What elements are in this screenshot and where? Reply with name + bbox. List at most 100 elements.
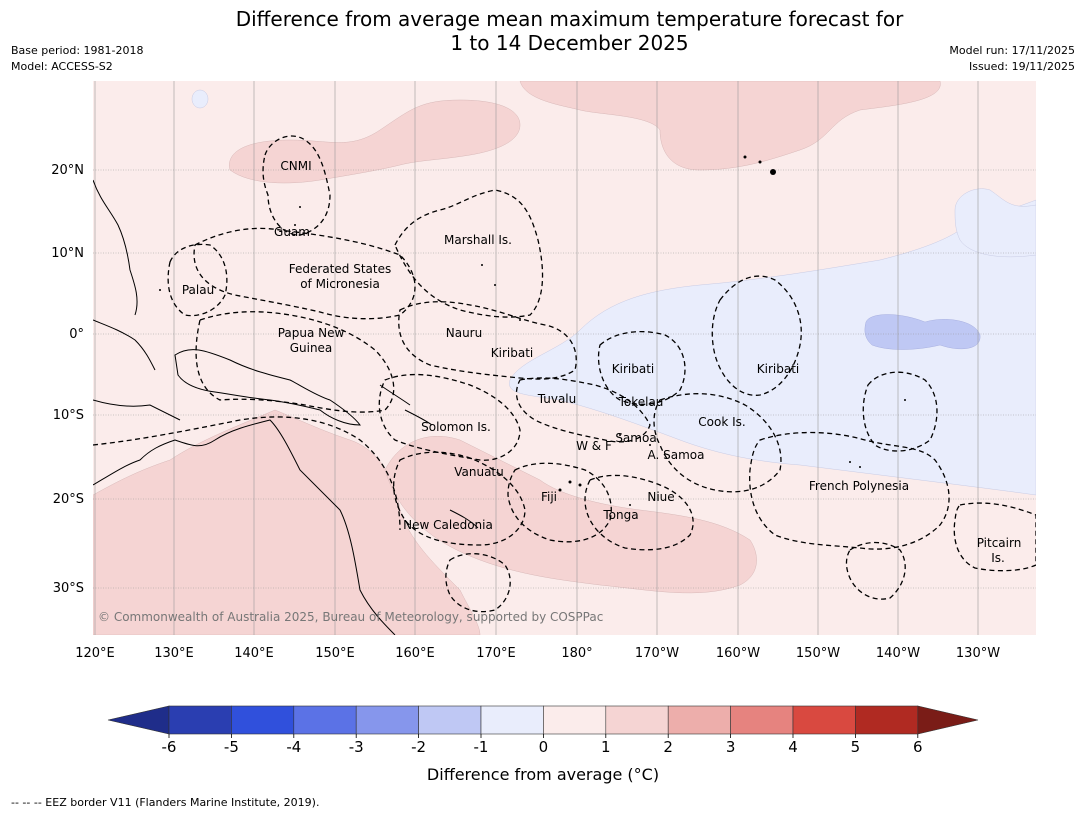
eez-png (195, 311, 395, 413)
region-label: of Micronesia (300, 277, 380, 291)
meta-left: Base period: 1981-2018 Model: ACCESS-S2 (11, 43, 143, 75)
copyright-notice: © Commonwealth of Australia 2025, Bureau… (98, 610, 603, 624)
map-panel: CNMI Guam Marshall Is. Palau Federated State… (93, 81, 1036, 635)
colorbar: -6 -5 -4 -3 -2 -1 0 1 2 3 4 5 6 (107, 705, 979, 756)
model-run: Model run: 17/11/2025 (949, 44, 1075, 57)
eez-tuvalu-tokelau (515, 377, 651, 443)
anomaly-minus-1-to-0-region (509, 199, 1036, 496)
colorbar-segment (605, 705, 669, 735)
eez-cnmi (262, 135, 331, 236)
lat-tick-label: 10°S (53, 408, 84, 423)
colorbar-label: Difference from average (°C) (427, 765, 659, 784)
model-name: Model: ACCESS-S2 (11, 60, 113, 73)
eez-marshall (394, 189, 544, 318)
colorbar-tick-label: -6 (162, 738, 177, 756)
eez-tonga-niue (584, 474, 694, 551)
lon-tick-label: 150°W (796, 646, 840, 661)
eez-french-polynesia (749, 431, 950, 550)
region-label: Tuvalu (537, 392, 577, 406)
colorbar-tick-label: 1 (601, 738, 611, 756)
eez-fp-south (845, 541, 906, 600)
lat-tick-label: 30°S (53, 581, 84, 596)
colorbar-tick-label: 6 (913, 738, 923, 756)
colorbar-segment (543, 705, 607, 735)
lat-tick-label: 20°S (53, 492, 84, 507)
region-label: Papua New (278, 326, 345, 340)
issued-date: Issued: 19/11/2025 (968, 60, 1075, 73)
region-label: Cook Is. (698, 415, 745, 429)
colorbar-tick-label: -3 (349, 738, 364, 756)
colorbar-segment (667, 705, 731, 735)
base-period: Base period: 1981-2018 (11, 44, 144, 57)
colorbar-segment (418, 705, 482, 735)
longitude-tick-labels: 120°E 130°E 140°E 150°E 160°E 170°E 180° 170°W 1… (75, 646, 1000, 661)
colorbar-segment (293, 705, 357, 735)
lon-tick-label: 160°W (716, 646, 760, 661)
region-label: Marshall Is. (444, 233, 512, 247)
colorbar-low-extend (107, 705, 170, 735)
lon-tick-label: 150°E (315, 646, 355, 661)
colorbar-segment (231, 705, 295, 735)
small-islands (159, 155, 906, 506)
eez-palau (167, 243, 228, 317)
region-label: Guam (274, 225, 310, 239)
region-label: Samoa (615, 431, 656, 445)
colorbar-segment (792, 705, 856, 735)
region-label: Solomon Is. (421, 420, 491, 434)
eez-pitcairn (953, 502, 1036, 572)
colorbar-tick-label: -2 (411, 738, 426, 756)
eez-fsm (193, 227, 416, 320)
footer-note: -- -- -- EEZ border V11 (Flanders Marine… (11, 796, 320, 809)
eez-nauru-kiribati-west (398, 301, 577, 380)
eez-solomon (378, 373, 521, 461)
region-label: Guinea (290, 341, 333, 355)
eez-cook (653, 393, 782, 493)
region-label: Nauru (446, 326, 482, 340)
region-label: Kiribati (612, 362, 654, 376)
lon-tick-label: 170°W (635, 646, 679, 661)
title-line-1: Difference from average mean maximum tem… (235, 7, 904, 31)
latitude-tick-labels: 20°N 10°N 0° 10°S 20°S 30°S (51, 163, 84, 596)
colorbar-tick-label: 0 (539, 738, 549, 756)
region-label: Tokelau (618, 395, 664, 409)
title-line-2: 1 to 14 December 2025 (450, 31, 689, 55)
region-labels: CNMI Guam Marshall Is. Palau Federated State… (182, 159, 1021, 565)
region-label: Pitcairn (977, 536, 1022, 550)
anomaly-1-to-2-north-patch (229, 99, 521, 184)
coastlines (93, 179, 479, 635)
colorbar-segment (730, 705, 794, 735)
lon-tick-label: 160°E (395, 646, 435, 661)
region-label: Vanuatu (454, 465, 504, 479)
colorbar-tick-label: 2 (663, 738, 673, 756)
region-label: Kiribati (757, 362, 799, 376)
anomaly-minus-2-to-minus-1-patch (864, 314, 981, 350)
colorbar-segment (855, 705, 919, 735)
region-label: New Caledonia (403, 518, 493, 532)
indonesia-coastline (93, 319, 181, 421)
region-label: A. Samoa (648, 448, 705, 462)
meta-right: Model run: 17/11/2025 Issued: 19/11/2025 (949, 43, 1075, 75)
lat-tick-label: 20°N (51, 163, 84, 178)
colorbar-tick-label: 4 (788, 738, 798, 756)
region-label: Is. (991, 551, 1005, 565)
lat-tick-label: 10°N (51, 246, 84, 261)
eez-kiribati-central (597, 330, 686, 405)
eez-borders (93, 135, 1036, 613)
gridlines (93, 81, 1036, 635)
new-caledonia-coastline (449, 509, 479, 529)
philippines-coastline (93, 179, 138, 316)
region-label: W & F (576, 439, 612, 453)
region-label: Fiji (541, 490, 557, 504)
colorbar-segment (480, 705, 544, 735)
colorbar-tick-label: -5 (224, 738, 239, 756)
eez-vanuatu-nc (393, 451, 526, 546)
anomaly-minus-1-to-0-northeast-patch (954, 188, 1036, 258)
lon-tick-label: 170°E (476, 646, 516, 661)
region-label: Niue (647, 490, 674, 504)
anomaly-1-to-2-northeast-patch (519, 81, 941, 171)
colorbar-tick-label: 3 (726, 738, 736, 756)
lat-tick-label: 0° (69, 327, 84, 342)
lon-tick-label: 140°E (234, 646, 274, 661)
eez-nz-kermadec (445, 553, 511, 613)
